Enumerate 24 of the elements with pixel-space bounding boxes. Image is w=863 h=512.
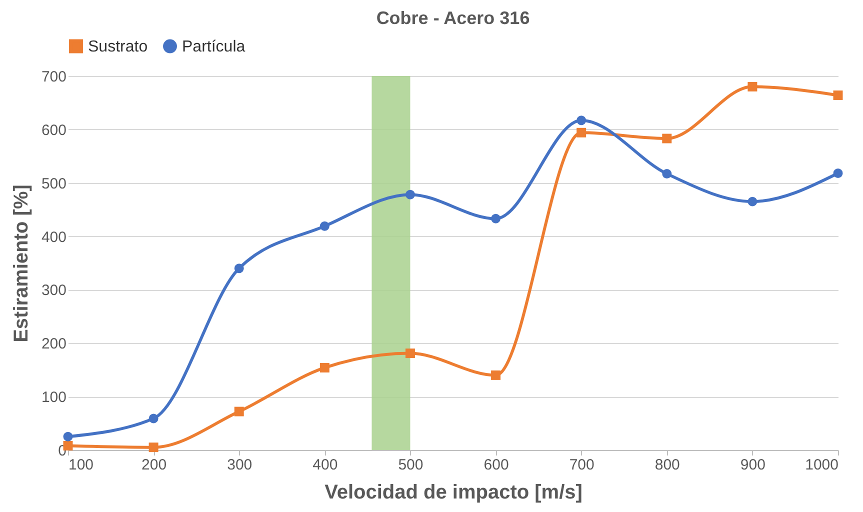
point [662, 169, 672, 179]
x-tick-label: 800 [654, 456, 680, 474]
x-tick-label: 1000 [805, 456, 838, 474]
x-tick-label: 600 [484, 456, 509, 474]
chart-title: Cobre - Acero 316 [376, 8, 530, 28]
y-tick-label: 300 [41, 282, 66, 300]
x-tick-label: 500 [398, 456, 424, 474]
y-tick-label: 600 [41, 122, 66, 139]
y-tick-label: 500 [41, 175, 66, 192]
x-tick-label: 300 [227, 456, 252, 474]
x-tick-label: 400 [312, 456, 338, 474]
y-tick-label: 100 [41, 389, 66, 406]
point [833, 90, 843, 100]
x-tick-label: 900 [740, 456, 766, 474]
legend-label: Sustrato [88, 38, 148, 56]
y-tick-label: 400 [41, 228, 66, 246]
y-tick-label: 700 [41, 68, 66, 86]
x-tick-label: 100 [68, 456, 94, 474]
x-tick-label: 700 [569, 456, 594, 474]
legend-label: Partícula [182, 38, 246, 56]
y-axis-title: Estiramiento [%] [10, 184, 32, 342]
y-tick-label: 200 [41, 336, 66, 353]
x-axis-title: Velocidad de impacto [m/s] [324, 482, 582, 504]
x-tick-label: 200 [142, 456, 167, 474]
